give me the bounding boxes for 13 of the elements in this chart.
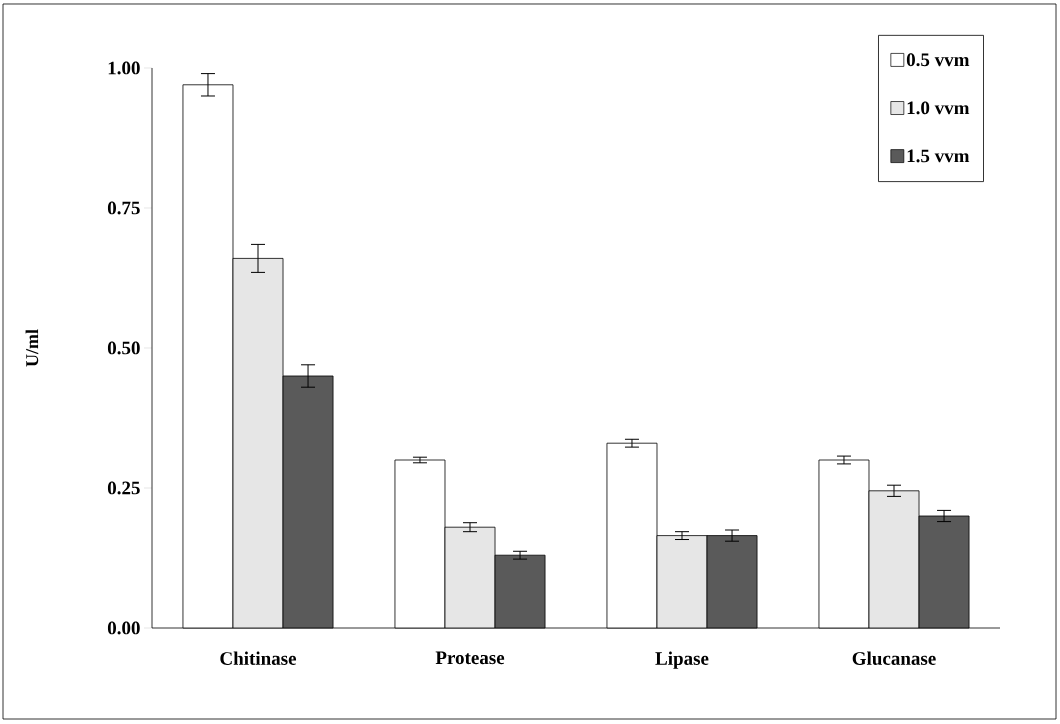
y-tick-label: 0.50 xyxy=(107,341,140,355)
y-tick-label: 0.75 xyxy=(107,201,140,215)
y-axis-title: U/ml xyxy=(25,329,39,367)
x-tick-label: Lipase xyxy=(655,651,709,669)
x-tick-label: Protease xyxy=(435,651,505,665)
x-tick-label: Glucanase xyxy=(852,651,936,665)
legend-label: 1.5 vvm xyxy=(907,149,970,163)
y-tick-label: 1.00 xyxy=(108,61,140,75)
legend-label: 1.0 vvm xyxy=(907,101,970,115)
y-tick-label: 0.25 xyxy=(107,481,140,495)
legend-label: 0.5 vvm xyxy=(906,53,970,67)
x-tick-label: Chitinase xyxy=(220,651,297,665)
y-tick-label: 0.00 xyxy=(107,621,140,635)
